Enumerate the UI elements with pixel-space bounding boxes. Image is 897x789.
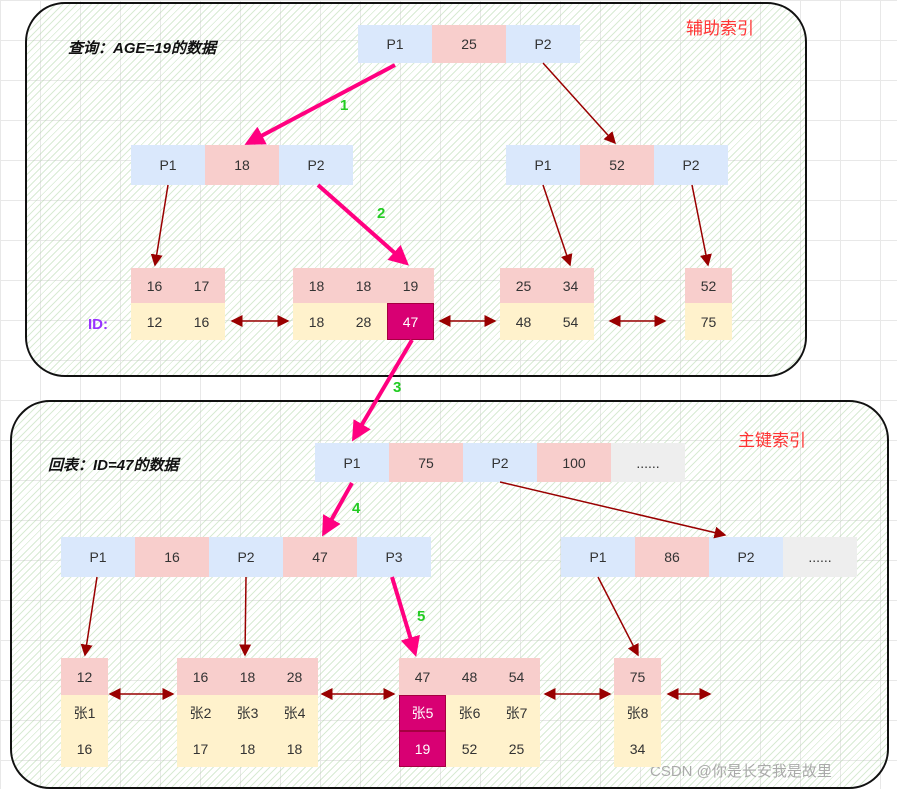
step-label-3: 3 <box>393 379 402 396</box>
tree-edge-arrow <box>542 184 573 267</box>
search-path-arrow <box>322 482 354 537</box>
primary-l2-right-pointer-cell: P2 <box>709 537 783 577</box>
primary-leaf-name-cell: 张3 <box>224 695 271 731</box>
primary-leaf-name-cell: 张8 <box>614 695 661 731</box>
primary-leaf-name-cell: 张6 <box>446 695 493 731</box>
step-label-4: 4 <box>352 500 361 517</box>
secondary-l2-right-pointer-cell: P2 <box>654 145 728 185</box>
primary-query-title: 回表：ID=47的数据 <box>48 457 179 474</box>
tree-edge-arrow <box>691 184 712 267</box>
primary-root-pointer-cell: P1 <box>315 443 389 482</box>
primary-leaf-id-cell: 18 <box>224 658 271 695</box>
tree-edge-arrow <box>80 576 98 657</box>
search-path-arrow <box>390 576 420 657</box>
primary-index-label: 主键索引 <box>738 431 806 450</box>
secondary-leaf-age-cell: 18 <box>293 268 340 303</box>
primary-root-pointer-cell: P2 <box>463 443 537 482</box>
primary-leaf-id-cell: 48 <box>446 658 493 695</box>
primary-l2-left-key-cell: 47 <box>283 537 357 577</box>
secondary-l2-left-pointer-cell: P2 <box>279 145 353 185</box>
tree-edge-arrow <box>150 184 169 267</box>
secondary-leaf-id-cell: 48 <box>500 303 547 340</box>
secondary-l2-right-key-cell: 52 <box>580 145 654 185</box>
primary-leaf-age-cell: 18 <box>224 731 271 767</box>
tree-edge-arrow <box>239 576 252 657</box>
secondary-root-pointer-cell: P1 <box>358 25 432 63</box>
id-label: ID: <box>88 316 108 333</box>
primary-root-key-cell: 75 <box>389 443 463 482</box>
secondary-leaf-age-cell: 19 <box>387 268 434 303</box>
primary-root-ellipsis-cell: ...... <box>611 443 685 482</box>
primary-l2-left-pointer-cell: P3 <box>357 537 431 577</box>
search-path-arrow <box>316 183 409 266</box>
secondary-leaf-age-cell: 25 <box>500 268 547 303</box>
primary-leaf-id-cell: 28 <box>271 658 318 695</box>
primary-leaf-id-cell: 47 <box>399 658 446 695</box>
primary-leaf-age-cell: 17 <box>177 731 224 767</box>
secondary-leaf-age-cell: 18 <box>340 268 387 303</box>
primary-root-key-cell: 100 <box>537 443 611 482</box>
secondary-l2-left-key-cell: 18 <box>205 145 279 185</box>
secondary-leaf-age-cell: 52 <box>685 268 732 303</box>
primary-l2-left-pointer-cell: P2 <box>209 537 283 577</box>
primary-leaf-name-cell: 张5 <box>399 695 446 731</box>
primary-leaf-age-cell: 19 <box>399 731 446 767</box>
secondary-leaf-id-cell: 28 <box>340 303 387 340</box>
secondary-leaf-id-cell: 12 <box>131 303 178 340</box>
primary-leaf-name-cell: 张7 <box>493 695 540 731</box>
secondary-root-pointer-cell: P2 <box>506 25 580 63</box>
secondary-leaf-id-cell: 54 <box>547 303 594 340</box>
primary-leaf-age-cell: 18 <box>271 731 318 767</box>
secondary-leaf-id-cell: 75 <box>685 303 732 340</box>
primary-leaf-id-cell: 12 <box>61 658 108 695</box>
search-path-arrow <box>351 338 414 442</box>
primary-leaf-age-cell: 34 <box>614 731 661 767</box>
search-path-arrow <box>244 63 396 145</box>
primary-l2-left-pointer-cell: P1 <box>61 537 135 577</box>
primary-leaf-age-cell: 16 <box>61 731 108 767</box>
secondary-leaf-age-cell: 34 <box>547 268 594 303</box>
primary-l2-right-pointer-cell: P1 <box>561 537 635 577</box>
primary-leaf-name-cell: 张2 <box>177 695 224 731</box>
secondary-leaf-id-cell: 18 <box>293 303 340 340</box>
primary-leaf-name-cell: 张4 <box>271 695 318 731</box>
step-label-2: 2 <box>377 205 386 222</box>
primary-leaf-id-cell: 75 <box>614 658 661 695</box>
primary-l2-right-key-cell: 86 <box>635 537 709 577</box>
secondary-leaf-age-cell: 17 <box>178 268 225 303</box>
secondary-root-key-cell: 25 <box>432 25 506 63</box>
primary-leaf-id-cell: 54 <box>493 658 540 695</box>
secondary-leaf-id-cell: 16 <box>178 303 225 340</box>
secondary-l2-right-pointer-cell: P1 <box>506 145 580 185</box>
watermark: CSDN @你是长安我是故里 <box>650 763 832 780</box>
step-label-5: 5 <box>417 608 426 625</box>
secondary-query-title: 查询：AGE=19的数据 <box>68 40 216 57</box>
secondary-l2-left-pointer-cell: P1 <box>131 145 205 185</box>
secondary-index-label: 辅助索引 <box>686 19 754 38</box>
step-label-1: 1 <box>340 97 349 114</box>
primary-leaf-age-cell: 25 <box>493 731 540 767</box>
secondary-leaf-age-cell: 16 <box>131 268 178 303</box>
primary-leaf-name-cell: 张1 <box>61 695 108 731</box>
primary-leaf-id-cell: 16 <box>177 658 224 695</box>
tree-edge-arrow <box>499 481 727 539</box>
tree-edge-arrow <box>597 576 639 657</box>
primary-leaf-age-cell: 52 <box>446 731 493 767</box>
primary-l2-left-key-cell: 16 <box>135 537 209 577</box>
primary-l2-right-ellipsis-cell: ...... <box>783 537 857 577</box>
tree-edge-arrow <box>542 62 617 145</box>
